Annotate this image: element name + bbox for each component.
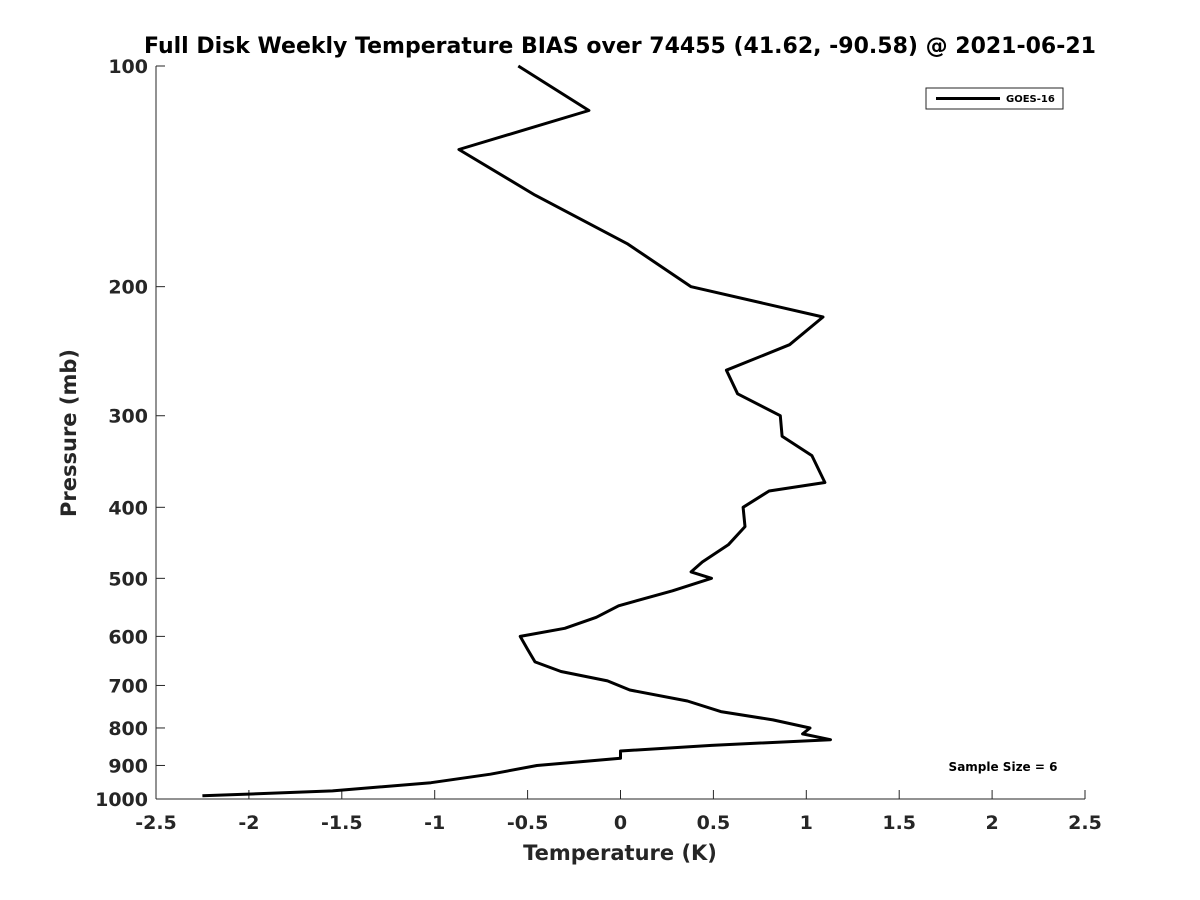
x-tick-label: 2.5	[1068, 812, 1102, 834]
y-tick-label: 600	[108, 626, 148, 648]
series-layer	[202, 64, 832, 798]
y-tick-label: 700	[108, 675, 148, 697]
y-tick-label: 200	[108, 277, 148, 299]
y-tick-label: 900	[108, 755, 148, 777]
legend: GOES-16	[925, 87, 1064, 110]
y-tick-label: 800	[108, 718, 148, 740]
x-ticks: -2.5 -2 -1.5 -1 -0.5 0 0.5 1 1.5 2 2.5	[135, 790, 1102, 834]
sample-size-annotation: Sample Size = 6	[949, 760, 1058, 774]
series-line	[202, 64, 832, 798]
x-tick-label: 0.5	[697, 812, 731, 834]
chart-title: Full Disk Weekly Temperature BIAS over 7…	[144, 34, 1096, 59]
y-tick-label: 1000	[95, 789, 148, 811]
y-tick-label: 300	[108, 406, 148, 428]
axes: -2.5 -2 -1.5 -1 -0.5 0 0.5 1 1.5 2 2.5 100 200 300 40…	[95, 56, 1102, 834]
x-tick-label: 0	[614, 812, 627, 834]
x-tick-label: -2	[238, 812, 259, 834]
x-tick-label: -2.5	[135, 812, 177, 834]
legend-label: GOES-16	[1006, 94, 1055, 105]
x-tick-label: -1	[424, 812, 445, 834]
y-tick-label: 400	[108, 497, 148, 519]
y-axis-label: Pressure (mb)	[57, 349, 81, 517]
x-tick-label: -0.5	[507, 812, 549, 834]
y-ticks: 100 200 300 400 500 600 700 800 900 1000	[95, 56, 165, 811]
x-axis-label: Temperature (K)	[523, 841, 717, 865]
x-tick-label: 1	[800, 812, 813, 834]
y-tick-label: 100	[108, 56, 148, 78]
series-goes-16	[202, 64, 832, 798]
x-tick-label: 2	[985, 812, 998, 834]
x-tick-label: 1.5	[882, 812, 916, 834]
y-tick-label: 500	[108, 568, 148, 590]
x-tick-label: -1.5	[321, 812, 363, 834]
